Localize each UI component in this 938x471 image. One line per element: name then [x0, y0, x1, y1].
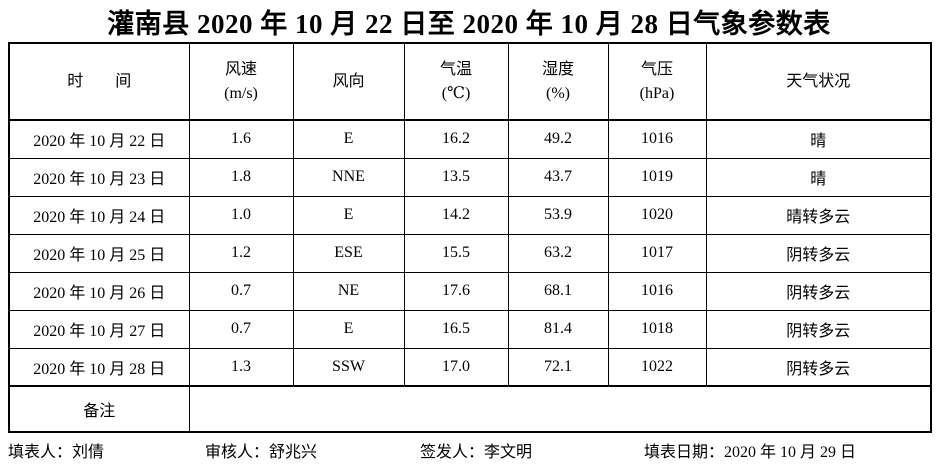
- cell-weather: 阴转多云: [705, 233, 932, 273]
- cell-temperature: 14.2: [403, 195, 509, 235]
- cell-wind-speed: 1.0: [188, 195, 294, 235]
- col-header-humidity: 湿度 (%): [507, 42, 609, 121]
- cell-temperature: 17.0: [403, 347, 509, 387]
- col-header-wind-speed-unit: (m/s): [224, 84, 258, 102]
- page-title: 灌南县 2020 年 10 月 22 日至 2020 年 10 月 28 日气象…: [107, 9, 831, 39]
- cell-date: 2020 年 10 月 23 日: [8, 157, 190, 197]
- table-row: 2020 年 10 月 22 日 1.6 E 16.2 49.2 1016 晴: [8, 119, 932, 159]
- cell-wind-dir: E: [292, 195, 405, 235]
- remarks-value: [188, 385, 932, 433]
- cell-humidity: 49.2: [507, 119, 609, 159]
- col-header-time: 时 间: [8, 42, 190, 121]
- col-header-weather-label: 天气状况: [786, 72, 851, 90]
- cell-wind-dir: NNE: [292, 157, 405, 197]
- cell-weather: 晴: [705, 119, 932, 159]
- cell-wind-speed: 1.3: [188, 347, 294, 387]
- col-header-pressure: 气压 (hPa): [607, 42, 707, 121]
- cell-wind-speed: 1.6: [188, 119, 294, 159]
- footer-issued-by: 签发人：李文明: [420, 444, 533, 461]
- cell-wind-speed: 1.2: [188, 233, 294, 273]
- col-header-wind-dir-label: 风向: [332, 72, 365, 90]
- footer-fill-date: 填表日期：2020 年 10 月 29 日: [644, 444, 857, 461]
- cell-temperature: 15.5: [403, 233, 509, 273]
- weather-table: 时 间 风速 (m/s) 风向 气温 (℃) 湿度 (%): [8, 42, 932, 433]
- cell-date: 2020 年 10 月 24 日: [8, 195, 190, 235]
- cell-date: 2020 年 10 月 28 日: [8, 347, 190, 387]
- cell-weather: 阴转多云: [705, 347, 932, 387]
- cell-temperature: 13.5: [403, 157, 509, 197]
- table-row: 2020 年 10 月 27 日 0.7 E 16.5 81.4 1018 阴转…: [8, 309, 932, 349]
- cell-wind-speed: 0.7: [188, 309, 294, 349]
- remarks-row: 备注: [8, 385, 932, 433]
- cell-humidity: 53.9: [507, 195, 609, 235]
- cell-wind-dir: NE: [292, 271, 405, 311]
- cell-pressure: 1017: [607, 233, 707, 273]
- col-header-pressure-unit: (hPa): [639, 84, 675, 102]
- cell-weather: 阴转多云: [705, 271, 932, 311]
- col-header-temperature: 气温 (℃): [403, 42, 509, 121]
- header-row: 时 间 风速 (m/s) 风向 气温 (℃) 湿度 (%): [8, 42, 932, 121]
- cell-temperature: 16.5: [403, 309, 509, 349]
- cell-humidity: 81.4: [507, 309, 609, 349]
- cell-date: 2020 年 10 月 22 日: [8, 119, 190, 159]
- cell-pressure: 1019: [607, 157, 707, 197]
- table-row: 2020 年 10 月 23 日 1.8 NNE 13.5 43.7 1019 …: [8, 157, 932, 197]
- cell-wind-dir: ESE: [292, 233, 405, 273]
- col-header-temperature-unit: (℃): [441, 84, 471, 102]
- cell-wind-dir: E: [292, 119, 405, 159]
- col-header-humidity-label: 湿度: [541, 61, 574, 79]
- cell-date: 2020 年 10 月 25 日: [8, 233, 190, 273]
- footer-filled-by: 填表人：刘倩: [8, 444, 105, 461]
- cell-humidity: 63.2: [507, 233, 609, 273]
- cell-weather: 晴转多云: [705, 195, 932, 235]
- cell-wind-speed: 0.7: [188, 271, 294, 311]
- cell-pressure: 1016: [607, 119, 707, 159]
- cell-humidity: 72.1: [507, 347, 609, 387]
- cell-pressure: 1018: [607, 309, 707, 349]
- col-header-time-label: 时 间: [67, 72, 132, 90]
- cell-pressure: 1022: [607, 347, 707, 387]
- col-header-wind-speed: 风速 (m/s): [188, 42, 294, 121]
- table-row: 2020 年 10 月 26 日 0.7 NE 17.6 68.1 1016 阴…: [8, 271, 932, 311]
- col-header-temperature-label: 气温: [439, 61, 472, 79]
- cell-pressure: 1020: [607, 195, 707, 235]
- col-header-pressure-label: 气压: [640, 61, 673, 79]
- cell-weather: 阴转多云: [705, 309, 932, 349]
- cell-pressure: 1016: [607, 271, 707, 311]
- table-row: 2020 年 10 月 25 日 1.2 ESE 15.5 63.2 1017 …: [8, 233, 932, 273]
- col-header-humidity-unit: (%): [546, 84, 570, 102]
- cell-temperature: 16.2: [403, 119, 509, 159]
- cell-wind-dir: SSW: [292, 347, 405, 387]
- cell-humidity: 68.1: [507, 271, 609, 311]
- footer: 填表人：刘倩 审核人：舒兆兴 签发人：李文明 填表日期：2020 年 10 月 …: [0, 440, 938, 468]
- cell-weather: 晴: [705, 157, 932, 197]
- cell-wind-speed: 1.8: [188, 157, 294, 197]
- cell-humidity: 43.7: [507, 157, 609, 197]
- col-header-wind-dir: 风向: [292, 42, 405, 121]
- table-row: 2020 年 10 月 28 日 1.3 SSW 17.0 72.1 1022 …: [8, 347, 932, 387]
- remarks-label: 备注: [8, 385, 190, 433]
- col-header-weather: 天气状况: [705, 42, 932, 121]
- cell-wind-dir: E: [292, 309, 405, 349]
- footer-reviewed-by: 审核人：舒兆兴: [205, 444, 318, 461]
- cell-date: 2020 年 10 月 27 日: [8, 309, 190, 349]
- col-header-wind-speed-label: 风速: [224, 61, 257, 79]
- cell-date: 2020 年 10 月 26 日: [8, 271, 190, 311]
- table-row: 2020 年 10 月 24 日 1.0 E 14.2 53.9 1020 晴转…: [8, 195, 932, 235]
- cell-temperature: 17.6: [403, 271, 509, 311]
